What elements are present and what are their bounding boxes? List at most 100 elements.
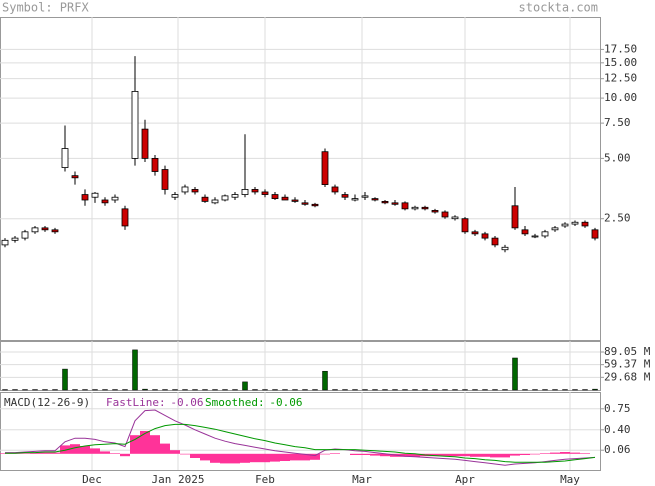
histogram-bar [150, 435, 160, 454]
candle-body [211, 199, 219, 204]
volume-bar [242, 381, 248, 391]
histogram-bar [370, 453, 380, 456]
histogram-bar [580, 453, 590, 454]
y-tick-label: 2.50 [604, 212, 631, 225]
histogram-bar [170, 450, 180, 454]
histogram-bar [110, 453, 120, 454]
volume-bar [62, 368, 68, 391]
candle-body [401, 202, 409, 210]
histogram-bar [470, 453, 480, 457]
candle-body [501, 246, 509, 251]
histogram-bar [410, 453, 420, 457]
histogram-bar [230, 453, 240, 464]
candle-body [231, 194, 239, 198]
candle-body [551, 227, 559, 231]
candle-body [291, 199, 299, 202]
candle-body [391, 202, 399, 205]
x-tick-label: Feb [255, 473, 275, 486]
histogram-bar [530, 453, 540, 455]
volume-bar [132, 349, 138, 391]
legend-name: Smoothed: [205, 396, 265, 409]
histogram-bar [570, 452, 580, 454]
candle-body [261, 191, 269, 195]
histogram-bar [320, 453, 330, 455]
x-tick-label: Mar [352, 473, 372, 486]
candle-body [351, 198, 359, 201]
candle-body [311, 203, 319, 207]
histogram-bar [510, 453, 520, 456]
candle-body [131, 90, 139, 159]
candle-body [541, 231, 549, 237]
histogram-bar [160, 443, 170, 454]
candle-body [461, 218, 469, 233]
y-tick-label: 0.75 [604, 402, 631, 415]
candle-body [491, 237, 499, 246]
histogram-bar [120, 453, 130, 457]
histogram-bar [460, 453, 470, 457]
candle-body [421, 206, 429, 210]
candle-body [61, 148, 69, 168]
y-tick-label: 29.68 M [604, 370, 651, 383]
candle-body [111, 196, 119, 201]
volume-bar [322, 370, 328, 391]
candle-body [151, 157, 159, 172]
histogram-bar [300, 453, 310, 461]
histogram-bar [520, 453, 530, 455]
histogram-bar [70, 444, 80, 454]
histogram-bar [490, 453, 500, 458]
candle-body [571, 221, 579, 225]
candle-body [451, 216, 459, 220]
candle-body [11, 237, 19, 241]
candle-body [171, 194, 179, 198]
histogram-bar [480, 453, 490, 457]
histogram-bar [380, 453, 390, 457]
candle-body [521, 229, 529, 235]
candle-body [251, 189, 259, 193]
y-tick-label: 0.40 [604, 423, 631, 436]
candle-body [331, 186, 339, 193]
macd-title: MACD(12-26-9) [4, 396, 90, 409]
volume-bar [592, 388, 598, 391]
candle-body [321, 151, 329, 185]
x-tick-label: Dec [82, 473, 102, 486]
histogram-bar [560, 452, 570, 454]
candle-body [241, 189, 249, 195]
histogram-bar [80, 446, 90, 454]
candle-body [51, 229, 59, 233]
volume-bar [142, 388, 148, 391]
histogram-bar [360, 453, 370, 455]
histogram-bar [270, 453, 280, 462]
histogram-bar [290, 453, 300, 461]
panel [0, 341, 601, 391]
legend-value: -0.06 [170, 396, 203, 409]
y-tick-label: 59.37 M [604, 358, 651, 371]
histogram-bar [400, 453, 410, 457]
candle-body [71, 175, 79, 179]
candle-body [341, 194, 349, 198]
y-tick-label: 12.50 [604, 72, 637, 85]
candle-body [121, 208, 129, 227]
histogram-bar [100, 451, 110, 454]
candle-body [201, 196, 209, 202]
x-tick-label: Jan 2025 [152, 473, 205, 486]
candle-body [581, 221, 589, 227]
y-tick-label: 5.00 [604, 151, 631, 164]
candle-body [271, 194, 279, 199]
histogram-bar [190, 453, 200, 458]
candle-body [141, 128, 149, 159]
candle-body [101, 199, 109, 204]
legend-value: -0.06 [269, 396, 302, 409]
candle-body [21, 231, 29, 239]
histogram-bar [60, 445, 70, 454]
histogram-bar [90, 448, 100, 454]
histogram-bar [210, 453, 220, 463]
histogram-bar [140, 431, 150, 454]
candle-body [361, 195, 369, 198]
candle-body [411, 206, 419, 210]
histogram-bar [30, 452, 40, 454]
histogram-bar [200, 453, 210, 461]
macd-line [5, 409, 596, 466]
candle-body [81, 194, 89, 201]
y-tick-label: 89.05 M [604, 345, 651, 358]
